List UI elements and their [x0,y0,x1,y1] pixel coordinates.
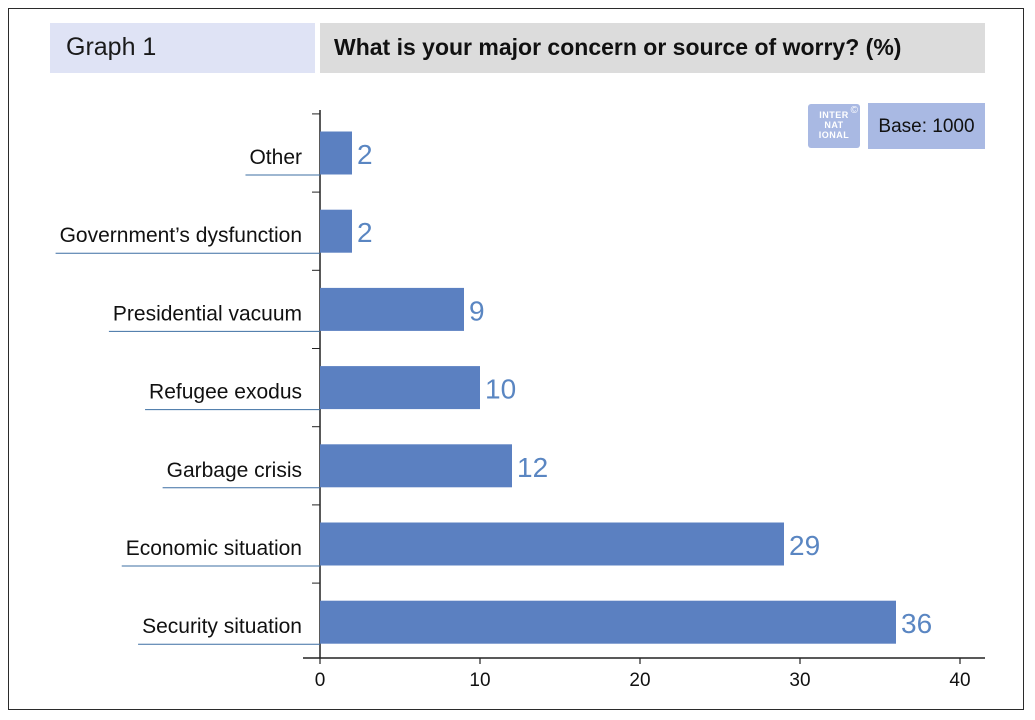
bar [320,366,480,410]
x-tick-label: 10 [469,670,490,691]
bar [320,209,352,253]
bar [320,131,352,175]
value-label: 12 [517,452,548,483]
base-box: Base: 1000 [868,103,985,149]
x-tick-label: 20 [629,670,650,691]
chart-title-box: What is your major concern or source of … [320,23,985,73]
international-logo: INTER NAT IONAL © [808,104,860,148]
bar [320,600,896,644]
value-label: 2 [357,139,373,170]
base-label: Base: 1000 [878,116,975,137]
value-label: 36 [901,608,932,639]
x-tick-label: 30 [789,670,810,691]
bar [320,522,784,566]
category-label: Refugee exodus [149,381,302,404]
value-label: 9 [469,295,485,326]
x-tick-label: 0 [315,670,326,691]
value-label: 2 [357,217,373,248]
graph-number: Graph 1 [66,33,157,61]
chart-title: What is your major concern or source of … [334,34,902,60]
category-label: Garbage crisis [167,459,302,482]
category-label: Security situation [142,615,302,638]
x-tick-label: 40 [949,670,970,691]
category-label: Government’s dysfunction [60,224,302,247]
graph-number-box: Graph 1 [50,23,315,73]
bar [320,287,464,331]
logo-text: INTER NAT IONAL [818,110,850,140]
value-label: 29 [789,530,820,561]
copyright-icon: © [850,105,858,116]
category-label: Economic situation [126,537,302,560]
category-label: Other [249,146,302,169]
bar [320,444,512,488]
category-label: Presidential vacuum [113,302,302,325]
value-label: 10 [485,374,516,405]
